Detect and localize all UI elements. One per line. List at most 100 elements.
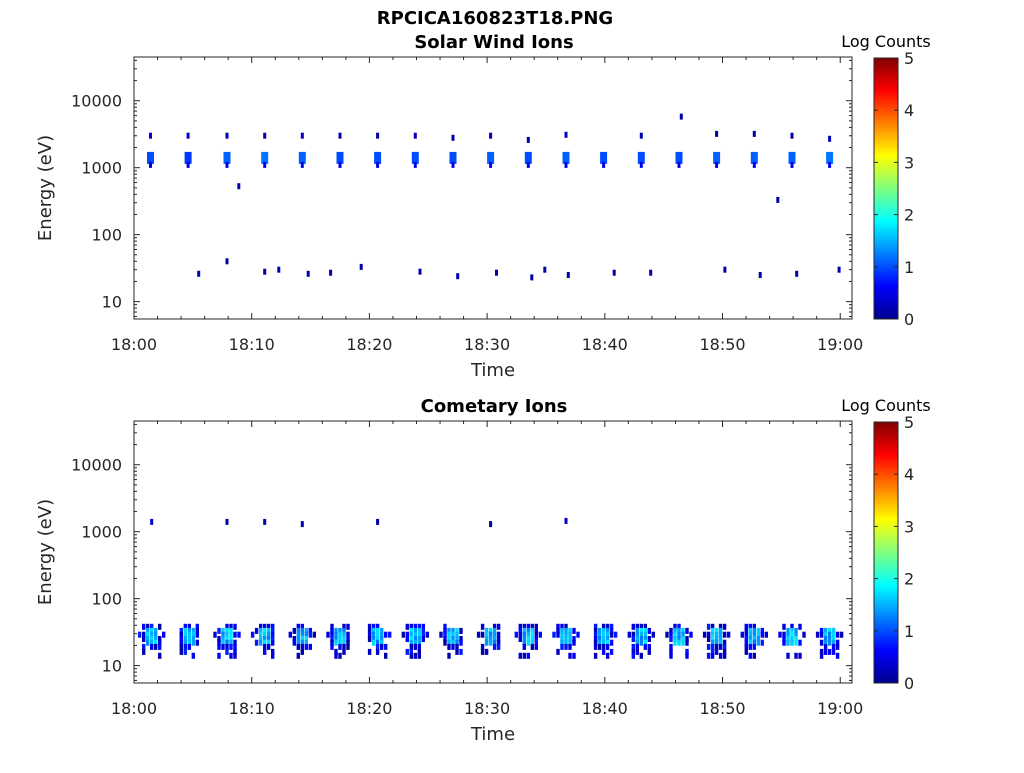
data-pixel <box>496 636 501 642</box>
data-pixel <box>380 639 384 646</box>
data-pixel <box>263 627 267 634</box>
data-pixel <box>187 636 191 642</box>
data-pixel <box>225 623 229 630</box>
colorbar-tick-label: 1 <box>904 258 914 277</box>
data-pixel <box>760 631 764 638</box>
data-pixel <box>346 643 350 650</box>
data-pixel <box>296 652 300 659</box>
data-pixel <box>564 131 568 138</box>
data-pixel <box>304 627 308 634</box>
data-pixel <box>367 636 372 642</box>
data-pixel <box>197 270 201 277</box>
data-pixel <box>827 648 832 655</box>
data-pixel <box>455 631 459 638</box>
data-pixel <box>714 631 719 638</box>
data-pixel <box>643 643 647 650</box>
data-pixel <box>267 623 271 630</box>
data-pixel <box>342 648 346 655</box>
data-pixel <box>447 639 451 646</box>
data-pixel <box>413 643 417 650</box>
data-pixel <box>489 132 493 139</box>
data-pixel <box>714 627 719 634</box>
data-pixel <box>778 631 782 638</box>
data-pixel <box>342 631 346 638</box>
data-pixel <box>338 132 342 139</box>
data-pixel <box>304 643 308 650</box>
data-pixel <box>233 639 237 646</box>
data-pixel <box>819 652 824 659</box>
data-pixel <box>338 639 342 646</box>
data-pixel <box>417 652 421 659</box>
data-pixel <box>263 631 267 638</box>
data-pixel <box>524 151 532 164</box>
data-pixel <box>572 627 576 634</box>
data-pixel <box>526 639 530 646</box>
data-pixel <box>443 627 447 634</box>
data-pixel <box>722 643 727 650</box>
data-pixel <box>300 132 304 139</box>
data-pixel <box>380 643 384 650</box>
data-pixel <box>308 631 312 638</box>
data-pixel <box>798 623 802 630</box>
data-pixel <box>788 151 796 164</box>
data-pixel <box>637 151 645 164</box>
data-pixel <box>518 627 522 634</box>
data-pixel <box>715 161 719 168</box>
data-pixel <box>710 639 715 646</box>
data-pixel <box>380 627 384 634</box>
x-tick-label: 18:10 <box>229 699 275 718</box>
data-pixel <box>263 623 267 630</box>
data-pixel <box>150 627 154 634</box>
data-pixel <box>748 652 752 659</box>
data-pixel <box>635 631 639 638</box>
data-pixel <box>601 636 606 642</box>
data-pixel <box>447 631 451 638</box>
data-pixel <box>225 627 229 634</box>
data-pixel <box>835 639 840 646</box>
data-pixel <box>451 627 455 634</box>
data-pixel <box>572 652 576 659</box>
colorbar-ticks: 0 1 2 3 4 5 <box>874 413 914 693</box>
data-pixel <box>179 648 183 655</box>
data-pixel <box>271 627 275 634</box>
data-pixel <box>798 639 802 646</box>
data-pixel <box>643 627 647 634</box>
data-pixel <box>300 639 304 646</box>
data-pixel <box>538 631 542 638</box>
data-pixel <box>195 627 199 634</box>
data-pixel <box>342 623 346 630</box>
data-pixel <box>522 623 526 630</box>
data-pixel <box>183 639 187 646</box>
data-pixel <box>346 639 350 646</box>
data-pixel <box>748 636 752 642</box>
data-pixel <box>413 639 417 646</box>
data-pixel <box>267 627 271 634</box>
data-pixel <box>643 623 647 630</box>
data-pixel <box>605 623 610 630</box>
data-pixel <box>263 161 267 168</box>
data-pixel <box>451 643 455 650</box>
data-pixel <box>752 643 756 650</box>
x-tick-label: 18:20 <box>346 699 392 718</box>
data-pixels <box>147 113 841 281</box>
data-pixel <box>612 269 616 276</box>
data-pixel <box>367 623 372 630</box>
data-pixel <box>480 623 485 630</box>
data-pixel <box>154 636 158 642</box>
data-pixel <box>409 652 413 659</box>
data-pixel <box>828 161 832 168</box>
data-pixel <box>191 627 195 634</box>
data-pixel <box>418 268 422 275</box>
data-pixel <box>375 631 380 638</box>
data-pixel <box>217 636 221 642</box>
data-pixel <box>237 631 241 638</box>
data-pixel <box>790 639 794 646</box>
data-pixel <box>338 643 342 650</box>
data-pixel <box>409 627 413 634</box>
data-pixel <box>413 652 417 659</box>
data-pixel <box>526 627 530 634</box>
data-pixel <box>790 636 794 642</box>
data-pixel <box>710 623 715 630</box>
data-pixel <box>455 636 459 642</box>
